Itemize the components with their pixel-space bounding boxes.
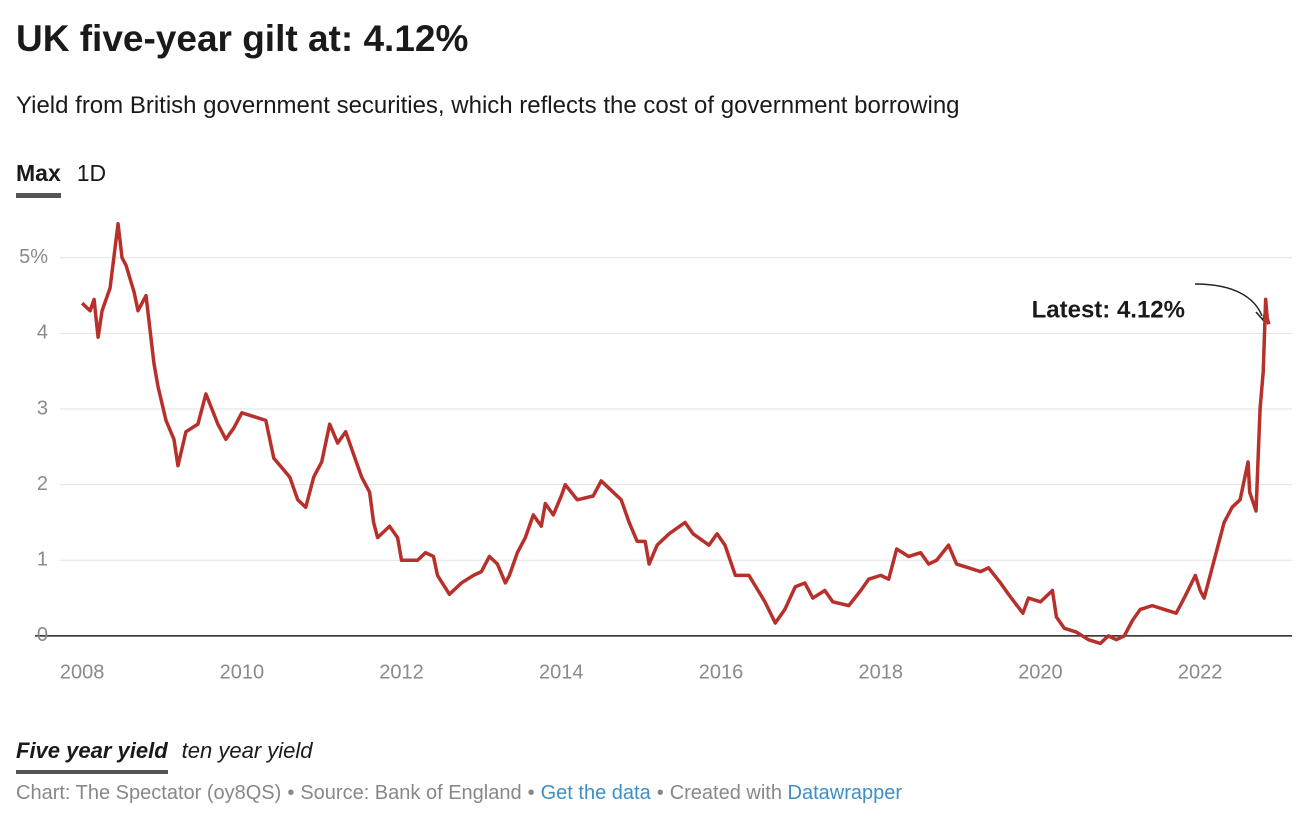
x-tick-label: 2022 bbox=[1178, 661, 1223, 683]
range-tab[interactable]: Max bbox=[16, 160, 61, 198]
series-line bbox=[80, 222, 1271, 646]
series-tab[interactable]: ten year yield bbox=[181, 738, 313, 763]
range-tab[interactable]: 1D bbox=[76, 160, 107, 186]
y-tick-label: 0 bbox=[37, 624, 48, 646]
series-tab[interactable]: Five year yield bbox=[16, 738, 168, 774]
chart-subtitle: Yield from British government securities… bbox=[16, 92, 960, 119]
y-tick-label: 1 bbox=[37, 549, 48, 571]
x-tick-label: 2014 bbox=[539, 661, 584, 683]
source: Source: Bank of England bbox=[300, 782, 522, 804]
y-tick-label: 4 bbox=[37, 322, 48, 344]
x-tick-label: 2010 bbox=[220, 661, 265, 683]
range-tabs: Max 1D bbox=[16, 160, 106, 198]
x-tick-label: 2020 bbox=[1018, 661, 1063, 683]
created-with: Created with bbox=[669, 782, 782, 804]
y-tick-label: 3 bbox=[37, 397, 48, 419]
separator: • bbox=[287, 782, 295, 804]
separator: • bbox=[527, 782, 535, 804]
separator: • bbox=[656, 782, 664, 804]
x-tick-label: 2016 bbox=[699, 661, 744, 683]
chart-title: UK five-year gilt at: 4.12% bbox=[16, 18, 469, 59]
tool-link[interactable]: Datawrapper bbox=[787, 782, 903, 804]
y-tick-label: 2 bbox=[37, 473, 48, 495]
y-tick-label: 5% bbox=[19, 246, 48, 268]
credit: Chart: The Spectator (oy8QS) bbox=[16, 782, 282, 804]
chart: Latest: 4.12% 0 1 2 3 4 5% 2008 2010 2012 2014 201… bbox=[19, 222, 1292, 683]
x-tick-label: 2018 bbox=[858, 661, 903, 683]
series-tabs: Five year yield ten year yield bbox=[16, 738, 313, 774]
data-link[interactable]: Get the data bbox=[540, 782, 651, 804]
annotation-arrow bbox=[1194, 283, 1263, 317]
annotation: Latest: 4.12% bbox=[1032, 296, 1185, 323]
footer: Chart: The Spectator (oy8QS) • Source: Ban… bbox=[16, 782, 902, 805]
x-tick-label: 2012 bbox=[379, 661, 424, 683]
x-tick-label: 2008 bbox=[60, 661, 105, 683]
